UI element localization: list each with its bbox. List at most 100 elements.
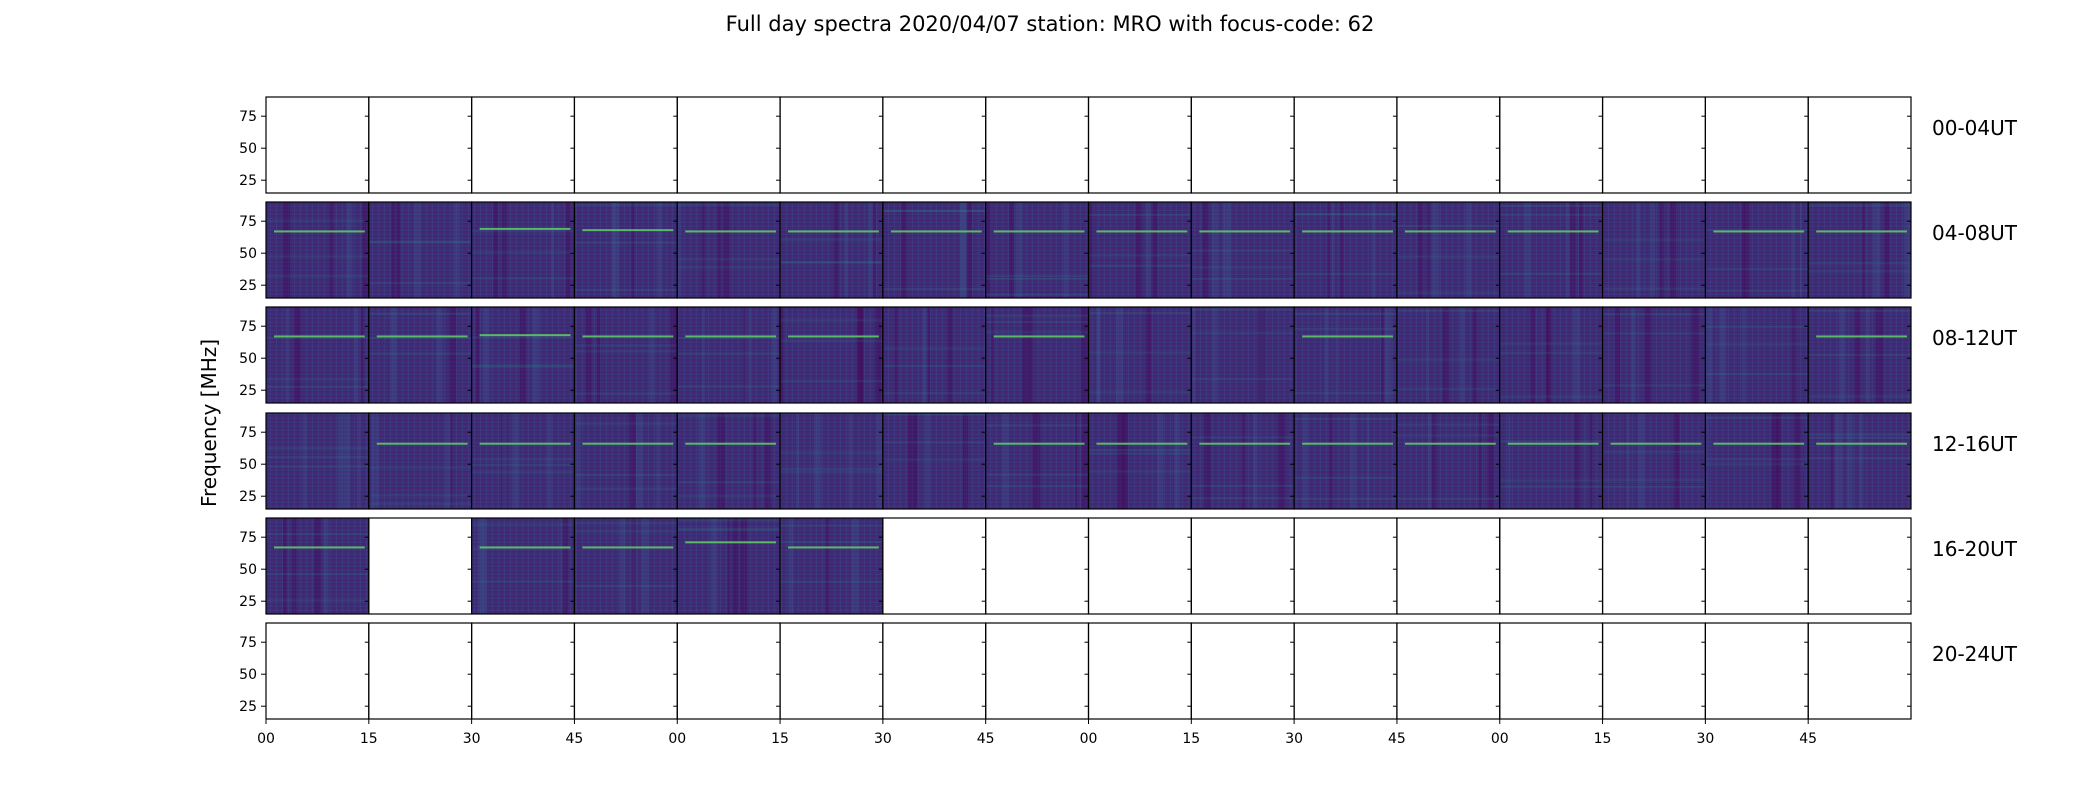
interference-streak [1706, 307, 1713, 403]
noise-band [780, 261, 883, 264]
interference-streak [1573, 307, 1581, 403]
interference-streak [450, 413, 453, 509]
spectrum-panel [1807, 96, 1912, 194]
noise-band [677, 336, 781, 339]
noise-band [368, 282, 472, 285]
interference-streak [1507, 413, 1511, 509]
noise-band [985, 275, 1089, 278]
noise-band [1499, 395, 1603, 398]
interference-streak [1025, 307, 1033, 403]
interference-streak [512, 413, 520, 509]
interference-streak [449, 307, 457, 403]
interference-streak [1075, 413, 1078, 509]
noise-band [1294, 312, 1397, 315]
panel-frame [368, 96, 473, 194]
noise-band [1396, 387, 1500, 390]
panel-frame [1807, 96, 1912, 194]
spectrum-background [1808, 307, 1911, 403]
noise-band [471, 463, 575, 466]
spectrum-background [780, 307, 883, 403]
noise-band [471, 336, 575, 339]
noise-band [471, 364, 575, 367]
interference-streak [282, 202, 291, 298]
interference-streak [1875, 307, 1884, 403]
interference-streak [1624, 413, 1627, 509]
noise-band [985, 485, 1089, 488]
noise-band [574, 288, 678, 291]
interference-streak [796, 413, 800, 509]
interference-streak [436, 307, 443, 403]
spectrum-panel [1704, 201, 1809, 299]
noise-band [1396, 224, 1500, 227]
panel-frame [985, 622, 1090, 720]
interference-streak [1302, 413, 1308, 509]
spectra-row: 25 50 75 20-24UT [239, 622, 2018, 720]
noise-band [266, 336, 369, 339]
spectrum-background [780, 202, 883, 298]
x-tick-label: 45 [566, 731, 584, 747]
interference-streak [285, 307, 289, 403]
noise-band [1191, 249, 1295, 252]
interference-streak [1636, 202, 1641, 298]
interference-streak [1792, 307, 1796, 403]
spectrum-panel [779, 201, 884, 299]
spectrum-panel [573, 517, 678, 615]
narrowband-line [1507, 230, 1599, 233]
interference-streak [723, 202, 729, 298]
spectrum-panel [1396, 96, 1501, 194]
narrowband-line [1302, 442, 1393, 445]
panel-frame [1704, 517, 1809, 615]
spectrum-panel [1807, 201, 1912, 299]
noise-band [266, 255, 369, 258]
interference-streak [872, 202, 876, 298]
noise-band [574, 241, 678, 244]
interference-streak [293, 307, 301, 403]
y-tick-label: 50 [239, 246, 257, 262]
spectrum-panel [882, 306, 987, 404]
noise-band [1191, 484, 1295, 487]
interference-streak [1742, 307, 1746, 403]
noise-band [1396, 423, 1500, 426]
noise-band [1396, 358, 1500, 361]
narrowband-line [1713, 442, 1805, 445]
narrowband-line [1713, 230, 1805, 233]
interference-streak [1791, 202, 1795, 298]
spectrum-panel [1293, 412, 1398, 510]
noise-band [1808, 395, 1911, 398]
panel-frame [471, 622, 576, 720]
spectrum-panel [1293, 517, 1398, 615]
panel-frame [368, 622, 473, 720]
interference-streak [1854, 307, 1861, 403]
spectrum-panel [882, 622, 987, 720]
noise-band [780, 524, 883, 527]
noise-band [266, 573, 369, 576]
y-tick-label: 50 [239, 351, 257, 367]
spectra-row: 25 50 75 12-16UT [239, 412, 2018, 510]
interference-streak [1426, 307, 1429, 403]
narrowband-line [993, 335, 1085, 338]
spectrum-background [677, 202, 781, 298]
spectrum-panel [1704, 96, 1809, 194]
noise-band [1294, 418, 1397, 421]
x-tick-label: 30 [1696, 731, 1714, 747]
spectrum-panel [368, 201, 473, 299]
spectrum-background [1705, 202, 1809, 298]
noise-band [1088, 254, 1192, 257]
spectrum-background [882, 202, 986, 298]
spectrum-panel [1087, 517, 1192, 615]
noise-band [471, 471, 575, 474]
panel-frame [368, 517, 473, 615]
noise-band [1602, 450, 1706, 453]
narrowband-line [1096, 442, 1188, 445]
interference-streak [1135, 202, 1142, 298]
spectrum-background [1396, 202, 1500, 298]
interference-streak [649, 307, 655, 403]
narrowband-line [890, 230, 982, 233]
noise-band [1499, 342, 1603, 345]
interference-streak [1585, 413, 1593, 509]
noise-band [677, 414, 781, 417]
interference-streak [314, 518, 321, 614]
noise-band [677, 352, 781, 355]
interference-streak [613, 202, 620, 298]
noise-band [677, 266, 781, 269]
